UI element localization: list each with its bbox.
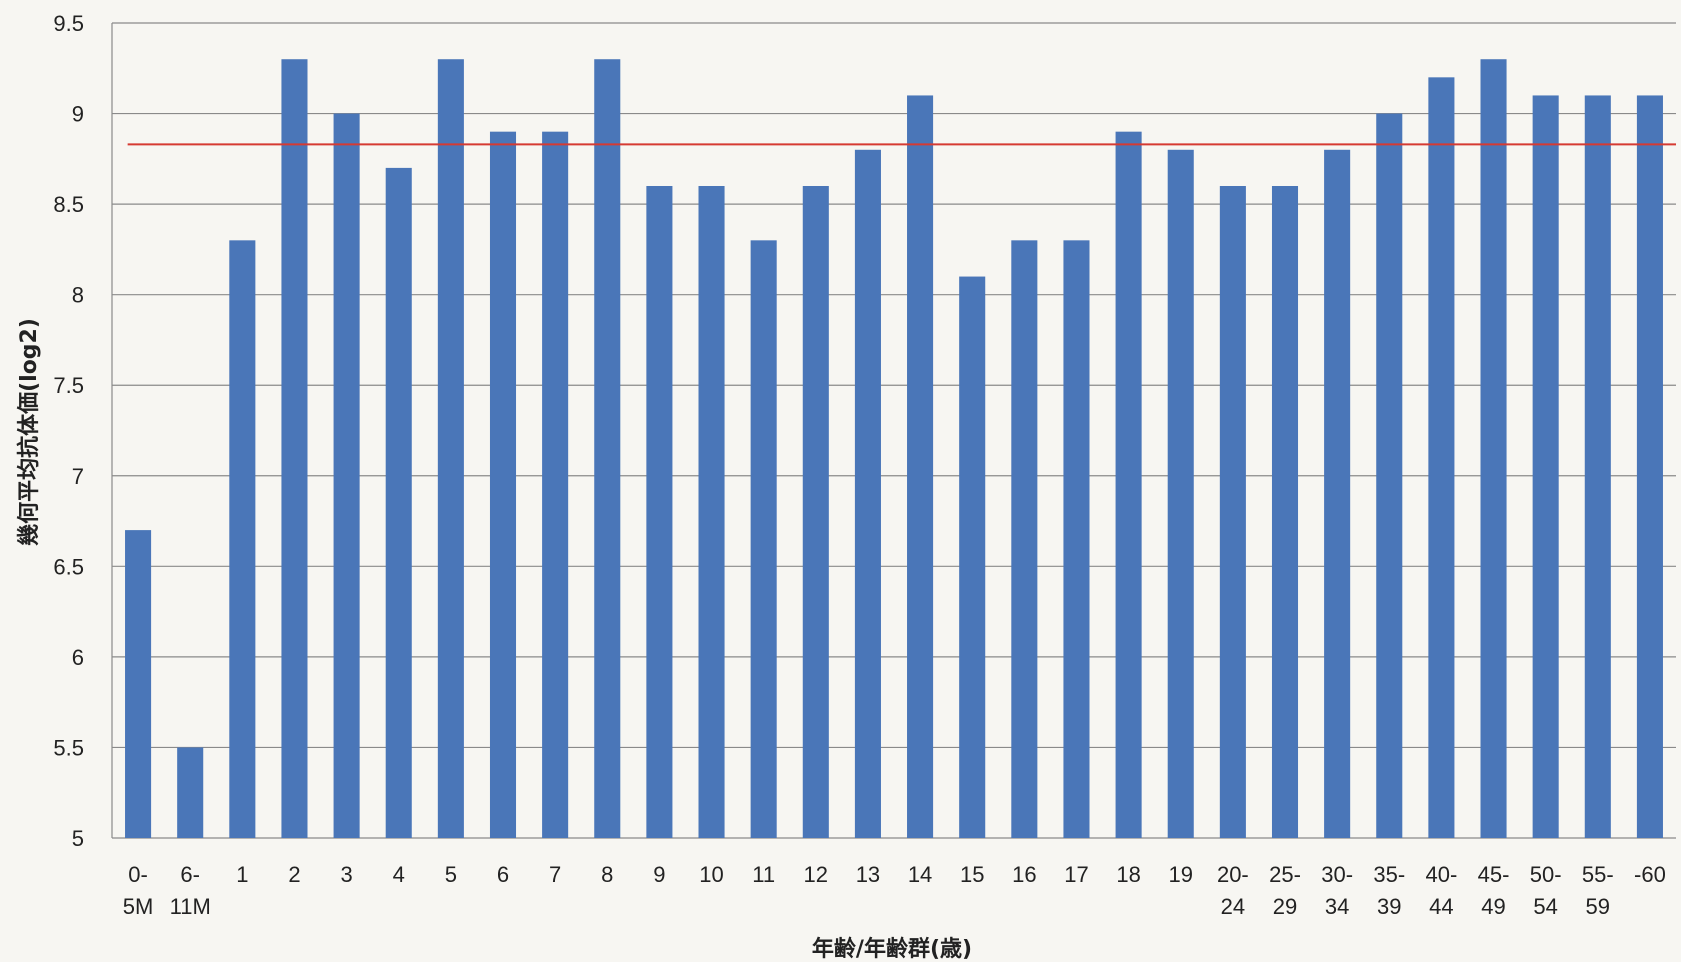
x-tick-label: 14	[908, 862, 932, 887]
x-tick-label: 25-	[1269, 862, 1301, 887]
x-axis-label: 年齢/年齢群(歳)	[812, 936, 972, 962]
bar	[1584, 95, 1611, 838]
x-tick-label: 11M	[170, 894, 211, 919]
bar	[489, 131, 517, 838]
y-tick-label: 7	[72, 464, 84, 489]
x-tick-label: 1	[236, 862, 248, 887]
x-tick-label: 6	[497, 862, 509, 887]
x-tick-label: 16	[1012, 862, 1036, 887]
y-tick-label: 8.5	[53, 192, 84, 217]
bar	[1428, 77, 1455, 839]
bar	[281, 59, 308, 838]
bar	[1011, 240, 1038, 839]
x-tick-label: 8	[601, 862, 613, 887]
y-tick-label: 9	[72, 102, 84, 127]
bar	[333, 113, 360, 839]
x-tick-label: 50-	[1530, 862, 1562, 887]
x-tick-label: 59	[1586, 894, 1610, 919]
x-tick-label: 34	[1325, 894, 1349, 919]
x-tick-label: 7	[549, 862, 561, 887]
bar	[1115, 131, 1142, 838]
x-tick-label: 10	[699, 862, 723, 887]
x-tick-label: 44	[1429, 894, 1453, 919]
x-tick-label: 30-	[1321, 862, 1353, 887]
bar	[1324, 149, 1351, 838]
x-tick-label: 49	[1481, 894, 1505, 919]
y-tick-label: 5	[72, 826, 84, 851]
bar	[125, 530, 152, 838]
y-axis-label: 幾何平均抗体価(log2)	[16, 318, 42, 546]
x-tick-label: 39	[1377, 894, 1401, 919]
x-tick-label: 55-	[1582, 862, 1614, 887]
bar	[385, 167, 412, 838]
x-tick-label: 13	[856, 862, 880, 887]
x-tick-label: -60	[1634, 862, 1666, 887]
bars	[125, 59, 1663, 839]
x-tick-label: 3	[340, 862, 352, 887]
x-tick-label: 24	[1221, 894, 1245, 919]
y-tick-label: 6.5	[53, 554, 84, 579]
x-tick-label: 0-	[128, 862, 148, 887]
x-tick-label: 6-	[180, 862, 200, 887]
bar	[1271, 186, 1299, 838]
y-tick-label: 6	[72, 645, 84, 670]
bar	[698, 186, 725, 838]
x-tick-label: 20-	[1217, 862, 1249, 887]
x-tick-label: 40-	[1426, 862, 1458, 887]
bar	[854, 149, 881, 838]
y-tick-label: 8	[72, 283, 84, 308]
bar	[1167, 149, 1194, 838]
x-tick-label: 18	[1116, 862, 1140, 887]
x-tick-label: 15	[960, 862, 984, 887]
x-tick-label: 17	[1064, 862, 1088, 887]
x-tick-label: 19	[1168, 862, 1192, 887]
y-tick-labels: 5 5.5 6 6.5 7 7.5 8 8.5 9 9.5	[53, 11, 84, 851]
y-tick-label: 5.5	[53, 735, 84, 760]
y-tick-label: 9.5	[53, 11, 84, 36]
bar	[1063, 240, 1090, 839]
bar	[1480, 59, 1507, 838]
x-tick-label: 5	[445, 862, 457, 887]
x-tick-label: 35-	[1373, 862, 1405, 887]
x-tick-label: 4	[393, 862, 405, 887]
bar	[1636, 95, 1663, 838]
bar	[542, 131, 569, 838]
gridlines	[111, 22, 1676, 839]
bar	[229, 240, 256, 839]
y-tick-label: 7.5	[53, 373, 84, 398]
bar	[646, 186, 673, 838]
bar	[907, 95, 934, 838]
x-tick-label: 45-	[1478, 862, 1510, 887]
bar	[1532, 95, 1559, 838]
x-tick-label: 12	[804, 862, 828, 887]
bar	[437, 59, 464, 838]
bar	[1376, 113, 1403, 839]
bar	[802, 186, 829, 838]
x-tick-label: 11	[752, 862, 775, 887]
x-tick-label: 2	[288, 862, 300, 887]
x-tick-label: 5M	[123, 894, 154, 919]
bar	[177, 747, 204, 838]
x-tick-label: 9	[653, 862, 665, 887]
bar	[750, 240, 777, 839]
bar	[959, 276, 986, 838]
bar	[1219, 186, 1246, 838]
x-tick-label: 29	[1273, 894, 1297, 919]
bar	[594, 59, 621, 838]
x-tick-label: 54	[1533, 894, 1557, 919]
